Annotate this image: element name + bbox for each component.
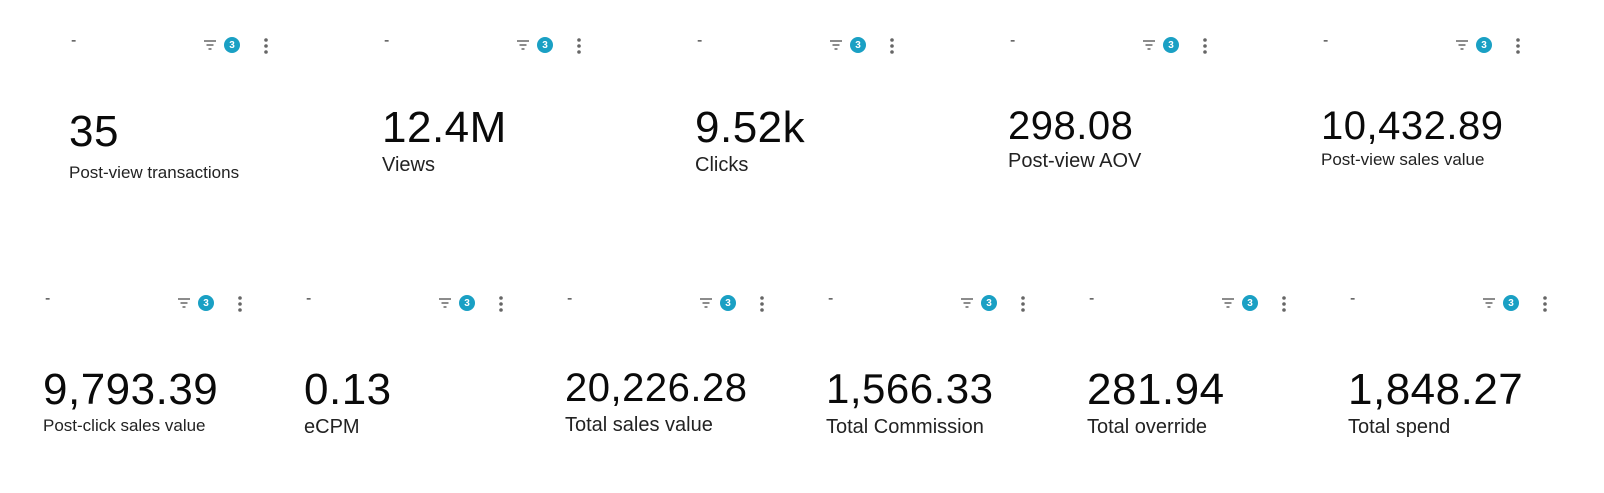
kpi-label: Post-view AOV <box>1008 150 1142 172</box>
filter-count-badge: 3 <box>850 37 866 53</box>
kpi-tile-ecpm: - 3 0.13 eCPM <box>295 288 556 478</box>
kpi-label: Post-view transactions <box>69 163 240 182</box>
kpi-label: Total Commission <box>826 416 984 438</box>
kpi-label: Clicks <box>695 154 749 176</box>
filter-count-badge: 3 <box>224 37 240 53</box>
tile-header: - 3 <box>1078 288 1339 318</box>
kpi-value: 0.13 <box>304 365 392 414</box>
more-vert-icon[interactable] <box>1202 37 1208 55</box>
tile-title: - <box>828 290 834 307</box>
tile-title: - <box>71 32 77 49</box>
kpi-label: Views <box>382 154 435 176</box>
filter-icon[interactable] <box>516 38 530 52</box>
tile-header: - 3 <box>373 30 686 60</box>
more-vert-icon[interactable] <box>1515 37 1521 55</box>
more-vert-icon[interactable] <box>263 37 269 55</box>
filter-icon[interactable] <box>699 296 713 310</box>
kpi-value: 1,848.27 <box>1348 365 1524 414</box>
kpi-label: Post-view sales value <box>1321 150 1485 169</box>
filter-icon[interactable] <box>438 296 452 310</box>
kpi-row-2: - 3 9,793.39 Post-click sales value - 3 … <box>34 288 1600 478</box>
filter-count-badge: 3 <box>198 295 214 311</box>
kpi-tile-total-spend: - 3 1,848.27 Total spend <box>1339 288 1600 478</box>
tile-title: - <box>306 290 312 307</box>
kpi-tile-post-view-sales-value: - 3 10,432.89 Post-view sales value <box>1312 30 1604 220</box>
kpi-value: 10,432.89 <box>1321 104 1504 148</box>
kpi-tile-post-view-transactions: - 3 35 Post-view transactions <box>60 30 373 220</box>
filter-icon[interactable] <box>203 38 217 52</box>
tile-title: - <box>567 290 573 307</box>
filter-count-badge: 3 <box>459 295 475 311</box>
kpi-tile-total-sales-value: - 3 20,226.28 Total sales value <box>556 288 817 478</box>
tile-header: - 3 <box>817 288 1078 318</box>
tile-header: - 3 <box>1339 288 1600 318</box>
kpi-tile-post-click-sales-value: - 3 9,793.39 Post-click sales value <box>34 288 295 478</box>
tile-title: - <box>384 32 390 49</box>
kpi-value: 298.08 <box>1008 104 1134 148</box>
kpi-row-1: - 3 35 Post-view transactions - 3 12.4M … <box>60 30 1604 220</box>
kpi-tile-post-view-aov: - 3 298.08 Post-view AOV <box>999 30 1312 220</box>
tile-title: - <box>1350 290 1356 307</box>
filter-count-badge: 3 <box>1476 37 1492 53</box>
filter-icon[interactable] <box>177 296 191 310</box>
tile-title: - <box>697 32 703 49</box>
tile-title: - <box>1323 32 1329 49</box>
kpi-value: 20,226.28 <box>565 366 748 410</box>
filter-icon[interactable] <box>1221 296 1235 310</box>
filter-count-badge: 3 <box>1242 295 1258 311</box>
more-vert-icon[interactable] <box>1020 295 1026 313</box>
more-vert-icon[interactable] <box>1281 295 1287 313</box>
kpi-label: Total sales value <box>565 414 713 436</box>
kpi-tile-views: - 3 12.4M Views <box>373 30 686 220</box>
tile-header: - 3 <box>60 30 373 60</box>
filter-icon[interactable] <box>960 296 974 310</box>
more-vert-icon[interactable] <box>237 295 243 313</box>
tile-title: - <box>1010 32 1016 49</box>
more-vert-icon[interactable] <box>759 295 765 313</box>
filter-icon[interactable] <box>1482 296 1496 310</box>
tile-title: - <box>45 290 51 307</box>
kpi-label: Post-click sales value <box>43 416 206 435</box>
tile-header: - 3 <box>295 288 556 318</box>
tile-header: - 3 <box>556 288 817 318</box>
tile-header: - 3 <box>686 30 999 60</box>
kpi-value: 35 <box>69 107 119 156</box>
tile-header: - 3 <box>34 288 295 318</box>
kpi-value: 9.52k <box>695 103 806 152</box>
filter-icon[interactable] <box>1455 38 1469 52</box>
kpi-tile-clicks: - 3 9.52k Clicks <box>686 30 999 220</box>
filter-count-badge: 3 <box>1503 295 1519 311</box>
tile-header: - 3 <box>999 30 1312 60</box>
kpi-label: Total spend <box>1348 416 1451 438</box>
filter-count-badge: 3 <box>720 295 736 311</box>
tile-header: - 3 <box>1312 30 1604 60</box>
kpi-label: eCPM <box>304 416 360 438</box>
filter-count-badge: 3 <box>537 37 553 53</box>
more-vert-icon[interactable] <box>1542 295 1548 313</box>
more-vert-icon[interactable] <box>576 37 582 55</box>
kpi-tile-total-commission: - 3 1,566.33 Total Commission <box>817 288 1078 478</box>
kpi-value: 1,566.33 <box>826 365 994 412</box>
kpi-value: 9,793.39 <box>43 365 219 414</box>
filter-count-badge: 3 <box>1163 37 1179 53</box>
kpi-value: 281.94 <box>1087 365 1225 414</box>
filter-count-badge: 3 <box>981 295 997 311</box>
kpi-value: 12.4M <box>382 103 507 152</box>
kpi-tile-total-override: - 3 281.94 Total override <box>1078 288 1339 478</box>
more-vert-icon[interactable] <box>498 295 504 313</box>
filter-icon[interactable] <box>829 38 843 52</box>
kpi-label: Total override <box>1087 416 1208 438</box>
tile-title: - <box>1089 290 1095 307</box>
more-vert-icon[interactable] <box>889 37 895 55</box>
filter-icon[interactable] <box>1142 38 1156 52</box>
